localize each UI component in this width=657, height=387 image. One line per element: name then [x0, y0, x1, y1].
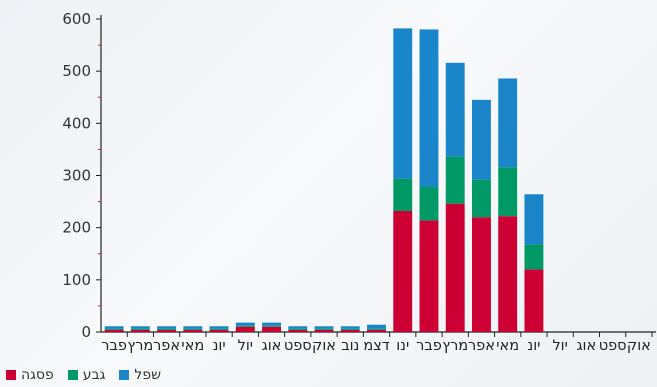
legend-swatch-peak: [6, 370, 16, 380]
bar-1-11: [393, 178, 413, 211]
x-tick-label-19: ספט: [599, 338, 627, 354]
bar-1-3: [183, 328, 203, 330]
x-tick-label-1: מרץ: [127, 338, 153, 354]
bar-2-2: [157, 326, 177, 329]
y-tick-label-3: 300: [62, 167, 91, 185]
bar-2-0: [104, 326, 124, 329]
bar-1-12: [419, 186, 439, 221]
x-tick-label-13: מרץ: [442, 338, 468, 354]
legend-label-peak: פסגה: [21, 367, 54, 383]
bar-2-3: [183, 326, 203, 329]
bar-2-5: [235, 322, 255, 326]
bar-0-3: [183, 329, 203, 332]
bar-2-14: [472, 99, 491, 180]
bar-2-15: [498, 78, 518, 168]
bar-0-15: [498, 216, 518, 332]
bar-2-13: [445, 62, 465, 157]
x-tick-label-9: נוב: [341, 338, 359, 354]
bar-0-10: [367, 329, 386, 332]
y-tick-label-4: 400: [62, 114, 91, 132]
legend-swatch-mid: [67, 370, 78, 380]
bar-0-1: [130, 329, 150, 332]
x-tick-label-18: אוג: [577, 338, 597, 354]
bar-2-8: [314, 326, 334, 329]
y-tick-label-1: 100: [62, 271, 91, 289]
bar-1-4: [209, 328, 229, 330]
bar-1-13: [445, 156, 465, 204]
bar-2-10: [367, 324, 386, 329]
bar-0-5: [235, 326, 255, 332]
bar-2-16: [524, 194, 544, 245]
bar-0-14: [472, 217, 491, 332]
x-tick-label-11: ינו: [396, 338, 409, 354]
legend-item-peak[interactable]: פסגה: [6, 367, 54, 383]
x-tick-label-15: מאי: [496, 338, 519, 354]
x-tick-label-10: דצמ: [363, 338, 389, 354]
bar-1-5: [235, 325, 255, 327]
bar-2-4: [209, 326, 229, 329]
x-tick-label-0: פבר: [101, 338, 127, 354]
bar-1-6: [262, 325, 281, 327]
legend-item-low[interactable]: שפל: [119, 367, 161, 383]
y-tick-label-5: 500: [62, 62, 91, 80]
bar-0-7: [288, 329, 308, 332]
bar-0-12: [419, 220, 439, 332]
bar-1-8: [314, 328, 334, 330]
x-tick-label-5: יול: [238, 338, 253, 354]
bar-1-10: [367, 328, 386, 330]
chart-legend: פסגה גבע שפל: [6, 365, 161, 385]
bar-1-15: [498, 167, 518, 217]
bar-1-0: [104, 328, 124, 330]
bar-2-6: [262, 322, 281, 326]
x-tick-label-14: אפר: [468, 338, 495, 354]
x-tick-label-6: אוג: [262, 338, 282, 354]
x-tick-label-7: ספט: [284, 338, 312, 354]
x-tick-label-3: מאי: [181, 338, 204, 354]
bar-1-16: [524, 244, 544, 270]
x-tick-label-17: יול: [552, 338, 567, 354]
x-tick-label-8: אוק: [312, 338, 336, 354]
x-tick-label-16: יונ: [527, 338, 540, 354]
bar-1-2: [157, 328, 177, 330]
x-tick-label-12: פבר: [416, 338, 442, 354]
bar-0-16: [524, 269, 544, 332]
x-tick-label-4: יונ: [213, 338, 226, 354]
bar-1-14: [472, 179, 491, 218]
bar-0-13: [445, 203, 465, 332]
bar-0-9: [340, 329, 360, 332]
bar-0-8: [314, 329, 334, 332]
legend-label-low: שפל: [134, 367, 162, 383]
bar-0-0: [104, 329, 124, 332]
bar-2-11: [393, 28, 413, 179]
bar-1-1: [130, 328, 150, 330]
bar-0-11: [393, 210, 413, 332]
bar-1-9: [340, 328, 360, 330]
legend-item-mid[interactable]: גבע: [67, 367, 106, 383]
legend-swatch-low: [119, 370, 130, 380]
bar-0-2: [157, 329, 177, 332]
bar-2-1: [130, 326, 150, 329]
bar-1-7: [288, 328, 308, 330]
y-tick-label-0: 0: [81, 323, 91, 341]
bar-0-4: [209, 329, 229, 332]
bar-0-6: [262, 326, 281, 332]
legend-label-mid: גבע: [82, 367, 106, 383]
x-tick-label-20: אוק: [627, 338, 651, 354]
bar-2-7: [288, 326, 308, 329]
y-tick-label-2: 200: [62, 219, 91, 237]
y-tick-label-6: 600: [62, 10, 91, 28]
bar-2-12: [419, 29, 439, 187]
x-tick-label-2: אפר: [153, 338, 180, 354]
bar-2-9: [340, 326, 360, 329]
